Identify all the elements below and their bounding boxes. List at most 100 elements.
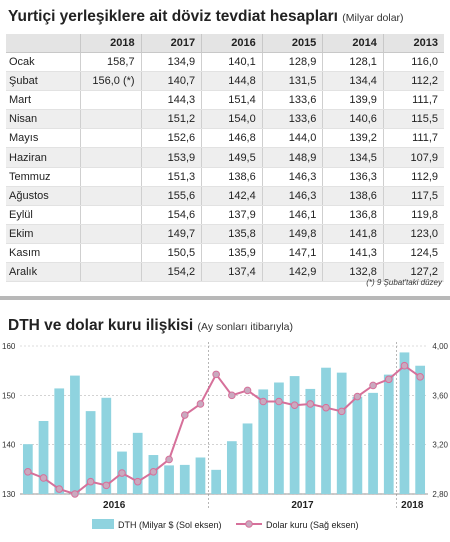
dollar-rate-point	[165, 455, 173, 464]
table-unit: (Milyar dolar)	[342, 12, 404, 24]
legend-bar-swatch	[92, 519, 114, 529]
dth-bar	[242, 423, 253, 494]
dth-bar	[54, 388, 65, 494]
dth-bar	[336, 372, 347, 494]
dollar-rate-point	[149, 468, 158, 476]
dth-dollar-chart: 130 140 150 160 2,80 3,20 3,60 4,00 2016 2017 2018…	[2, 342, 449, 530]
value-cell: 141,3	[322, 243, 384, 264]
dth-bar	[195, 457, 206, 494]
left-tick-label: 130	[2, 490, 16, 499]
chart-title: DTH ve dolar kuru ilişkisi (Ay sonları i…	[8, 317, 293, 335]
dollar-rate-point	[24, 468, 32, 476]
dth-bar	[274, 382, 284, 494]
left-tick-label: 150	[2, 391, 16, 400]
value-cell: 137,4	[201, 262, 263, 283]
value-cell: 149,7	[140, 224, 202, 244]
month-cell: Şubat	[6, 71, 81, 92]
value-cell	[80, 167, 142, 187]
value-cell: 146,3	[261, 186, 323, 206]
chart-subtitle: (Ay sonları itibarıyla)	[197, 321, 294, 333]
value-cell: 140,6	[322, 109, 384, 130]
value-cell: 156,0 (*)	[80, 71, 142, 92]
legend-bar-label: DTH (Milyar $ (Sol eksen)	[118, 520, 222, 530]
table-title-text: Yurtiçi yerleşiklere ait döviz tevdiat h…	[8, 8, 338, 25]
deposit-table: 2018 2017 2016 2015 2014 2013 Ocak 158,7 134,9 1…	[6, 34, 444, 283]
section-divider	[0, 296, 450, 300]
value-cell: 112,9	[382, 167, 444, 187]
legend-line-marker	[245, 520, 253, 528]
table-row: Ekim 149,7 135,8 149,8 141,8 123,0	[6, 224, 444, 244]
dollar-rate-point	[416, 373, 424, 381]
dth-bar	[305, 388, 316, 494]
value-cell: 142,4	[201, 186, 263, 206]
table-row: Nisan 151,2 154,0 133,6 140,6 115,5	[6, 109, 444, 130]
value-cell: 153,9	[140, 147, 202, 168]
value-cell: 140,7	[140, 71, 202, 92]
value-cell: 123,0	[382, 224, 444, 244]
value-cell: 134,9	[140, 52, 202, 73]
header-year: 2018	[80, 34, 142, 53]
value-cell: 112,2	[382, 71, 444, 92]
header-year: 2013	[382, 34, 444, 53]
dth-bar	[38, 420, 49, 494]
value-cell: 144,3	[140, 90, 202, 111]
month-cell: Nisan	[6, 109, 81, 130]
value-cell: 155,6	[140, 186, 202, 206]
dollar-rate-point	[39, 474, 48, 482]
table-row: Eylül 154,6 137,9 146,1 136,8 119,8	[6, 205, 444, 225]
value-cell: 147,1	[261, 243, 323, 264]
dollar-rate-point	[337, 407, 346, 416]
value-cell: 136,8	[322, 205, 384, 225]
value-cell: 151,2	[140, 109, 202, 130]
value-cell: 119,8	[382, 205, 444, 225]
value-cell: 139,2	[322, 128, 384, 149]
legend-line-label: Dolar kuru (Sağ eksen)	[266, 520, 359, 530]
value-cell: 154,2	[140, 262, 202, 283]
month-cell: Eylül	[6, 205, 81, 225]
dollar-rate-point	[322, 403, 330, 412]
value-cell: 132,8	[322, 262, 384, 283]
right-tick-label: 4,00	[432, 342, 448, 351]
month-cell: Mart	[6, 90, 81, 111]
value-cell: 139,9	[322, 90, 384, 111]
month-cell: Haziran	[6, 147, 81, 168]
value-cell: 135,9	[201, 243, 263, 264]
value-cell: 158,7	[80, 52, 142, 73]
dth-bar	[415, 365, 426, 494]
value-cell: 154,6	[140, 205, 202, 225]
table-row: Temmuz 151,3 138,6 146,3 136,3 112,9	[6, 167, 444, 187]
table-header-row: 2018 2017 2016 2015 2014 2013	[6, 34, 444, 53]
dollar-rate-point	[102, 481, 111, 490]
month-cell: Mayıs	[6, 128, 81, 149]
month-cell: Ağustos	[6, 186, 81, 206]
month-cell: Ocak	[6, 52, 81, 73]
dollar-rate-point	[369, 381, 377, 390]
value-cell	[80, 147, 142, 168]
value-cell: 152,6	[140, 128, 202, 149]
month-cell: Aralık	[6, 262, 81, 283]
header-year: 2017	[140, 34, 202, 53]
table-row: Mayıs 152,6 146,8 144,0 139,2 111,7	[6, 128, 444, 149]
dth-bar	[211, 469, 222, 494]
value-cell: 138,6	[201, 167, 263, 187]
value-cell: 111,7	[382, 128, 444, 149]
right-tick-label: 2,80	[432, 490, 448, 499]
value-cell: 128,1	[322, 52, 384, 73]
value-cell: 140,1	[201, 52, 263, 73]
dollar-rate-point	[353, 392, 362, 401]
table-row: Ağustos 155,6 142,4 146,3 138,6 117,5	[6, 186, 444, 206]
dth-bar	[258, 389, 269, 494]
value-cell: 151,4	[201, 90, 263, 111]
year-label: 2018	[401, 500, 424, 511]
month-cell: Kasım	[6, 243, 81, 264]
month-cell: Temmuz	[6, 167, 81, 187]
value-cell: 146,8	[201, 128, 263, 149]
value-cell	[80, 90, 142, 111]
dollar-rate-point	[384, 375, 393, 384]
value-cell: 134,4	[322, 71, 384, 92]
value-cell: 115,5	[382, 109, 444, 130]
dth-bar	[352, 396, 363, 494]
value-cell: 138,6	[322, 186, 384, 206]
value-cell: 117,5	[382, 186, 444, 206]
dollar-rate-point	[196, 400, 205, 408]
